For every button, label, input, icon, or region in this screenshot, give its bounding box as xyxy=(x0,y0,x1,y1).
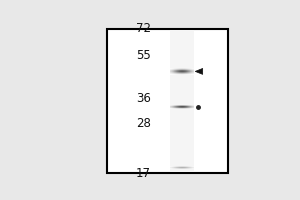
Text: 72: 72 xyxy=(136,22,151,35)
Text: 17: 17 xyxy=(136,167,151,180)
Bar xyxy=(107,29,228,173)
Polygon shape xyxy=(195,68,203,74)
Bar xyxy=(170,30,194,172)
Text: 28: 28 xyxy=(136,117,151,130)
Text: 36: 36 xyxy=(136,92,151,105)
Text: 55: 55 xyxy=(136,49,151,62)
